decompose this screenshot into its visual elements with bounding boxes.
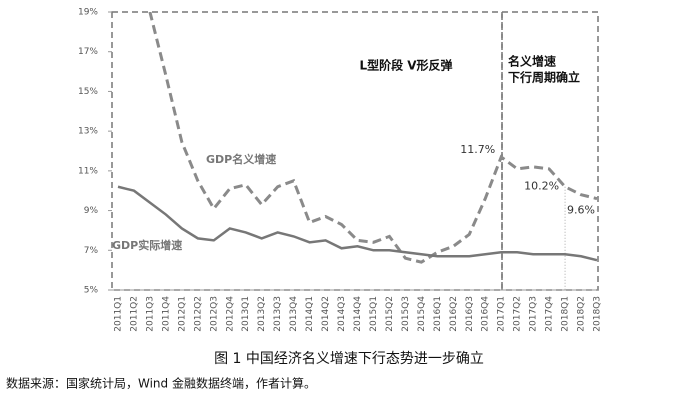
legend-label: GDP名义增速 (206, 152, 276, 166)
series-line (117, 185, 598, 262)
x-tick-label: 2012Q4 (225, 296, 235, 332)
data-label: 11.7% (460, 143, 495, 156)
y-tick-label: 11% (78, 166, 98, 176)
x-tick-label: 2018Q1 (561, 296, 571, 332)
x-tick-label: 2016Q3 (465, 296, 475, 332)
x-tick-label: 2017Q1 (497, 296, 507, 332)
x-tick-label: 2014Q1 (305, 296, 315, 332)
annotation: L型阶段 V形反弹 (359, 58, 452, 73)
data-label: 10.2% (524, 180, 559, 193)
x-tick-label: 2015Q3 (401, 296, 411, 332)
x-tick-label: 2013Q1 (241, 296, 251, 332)
y-tick-label: 7% (84, 246, 99, 256)
x-tick-label: 2017Q3 (529, 296, 539, 332)
annotation: 名义增速 (508, 54, 556, 69)
annotation: 下行周期确立 (508, 70, 580, 85)
data-label: 9.6% (567, 204, 595, 217)
source: 数据来源：国家统计局，Wind 金融数据终端，作者计算。 (6, 376, 316, 391)
caption: 图 1 中国经济名义增速下行态势进一步确立 (214, 351, 484, 367)
x-tick-label: 2014Q3 (337, 296, 347, 332)
y-tick-label: 17% (78, 47, 98, 57)
x-tick-label: 2011Q4 (161, 296, 171, 332)
x-tick-label: 2017Q4 (545, 296, 555, 332)
x-tick-label: 2012Q3 (209, 296, 219, 332)
x-tick-label: 2018Q2 (577, 296, 587, 332)
x-tick-label: 2014Q2 (321, 296, 331, 332)
x-tick-label: 2018Q3 (593, 296, 603, 332)
x-tick-label: 2012Q1 (177, 296, 187, 332)
x-tick-label: 2016Q4 (481, 296, 491, 332)
x-tick-label: 2013Q3 (273, 296, 283, 332)
y-tick-label: 9% (84, 206, 99, 216)
y-tick-label: 13% (78, 127, 98, 137)
x-tick-label: 2016Q2 (449, 296, 459, 332)
y-tick-label: 15% (78, 87, 98, 97)
x-tick-label: 2015Q1 (369, 296, 379, 332)
x-tick-label: 2017Q2 (513, 296, 523, 332)
x-tick-label: 2011Q2 (129, 296, 139, 332)
legend-label: GDP实际增速 (112, 238, 182, 252)
x-tick-label: 2013Q4 (289, 296, 299, 332)
x-tick-label: 2014Q4 (353, 296, 363, 332)
x-tick-label: 2015Q4 (417, 296, 427, 332)
y-tick-label: 19% (78, 8, 98, 18)
x-tick-label: 2011Q3 (145, 296, 155, 332)
y-tick-label: 5% (84, 286, 99, 296)
x-tick-label: 2012Q2 (193, 296, 203, 332)
x-tick-label: 2015Q2 (385, 296, 395, 332)
series-line (147, 12, 598, 264)
x-tick-label: 2011Q1 (114, 296, 124, 332)
x-tick-label: 2013Q2 (257, 296, 267, 332)
x-tick-label: 2016Q1 (433, 296, 443, 332)
